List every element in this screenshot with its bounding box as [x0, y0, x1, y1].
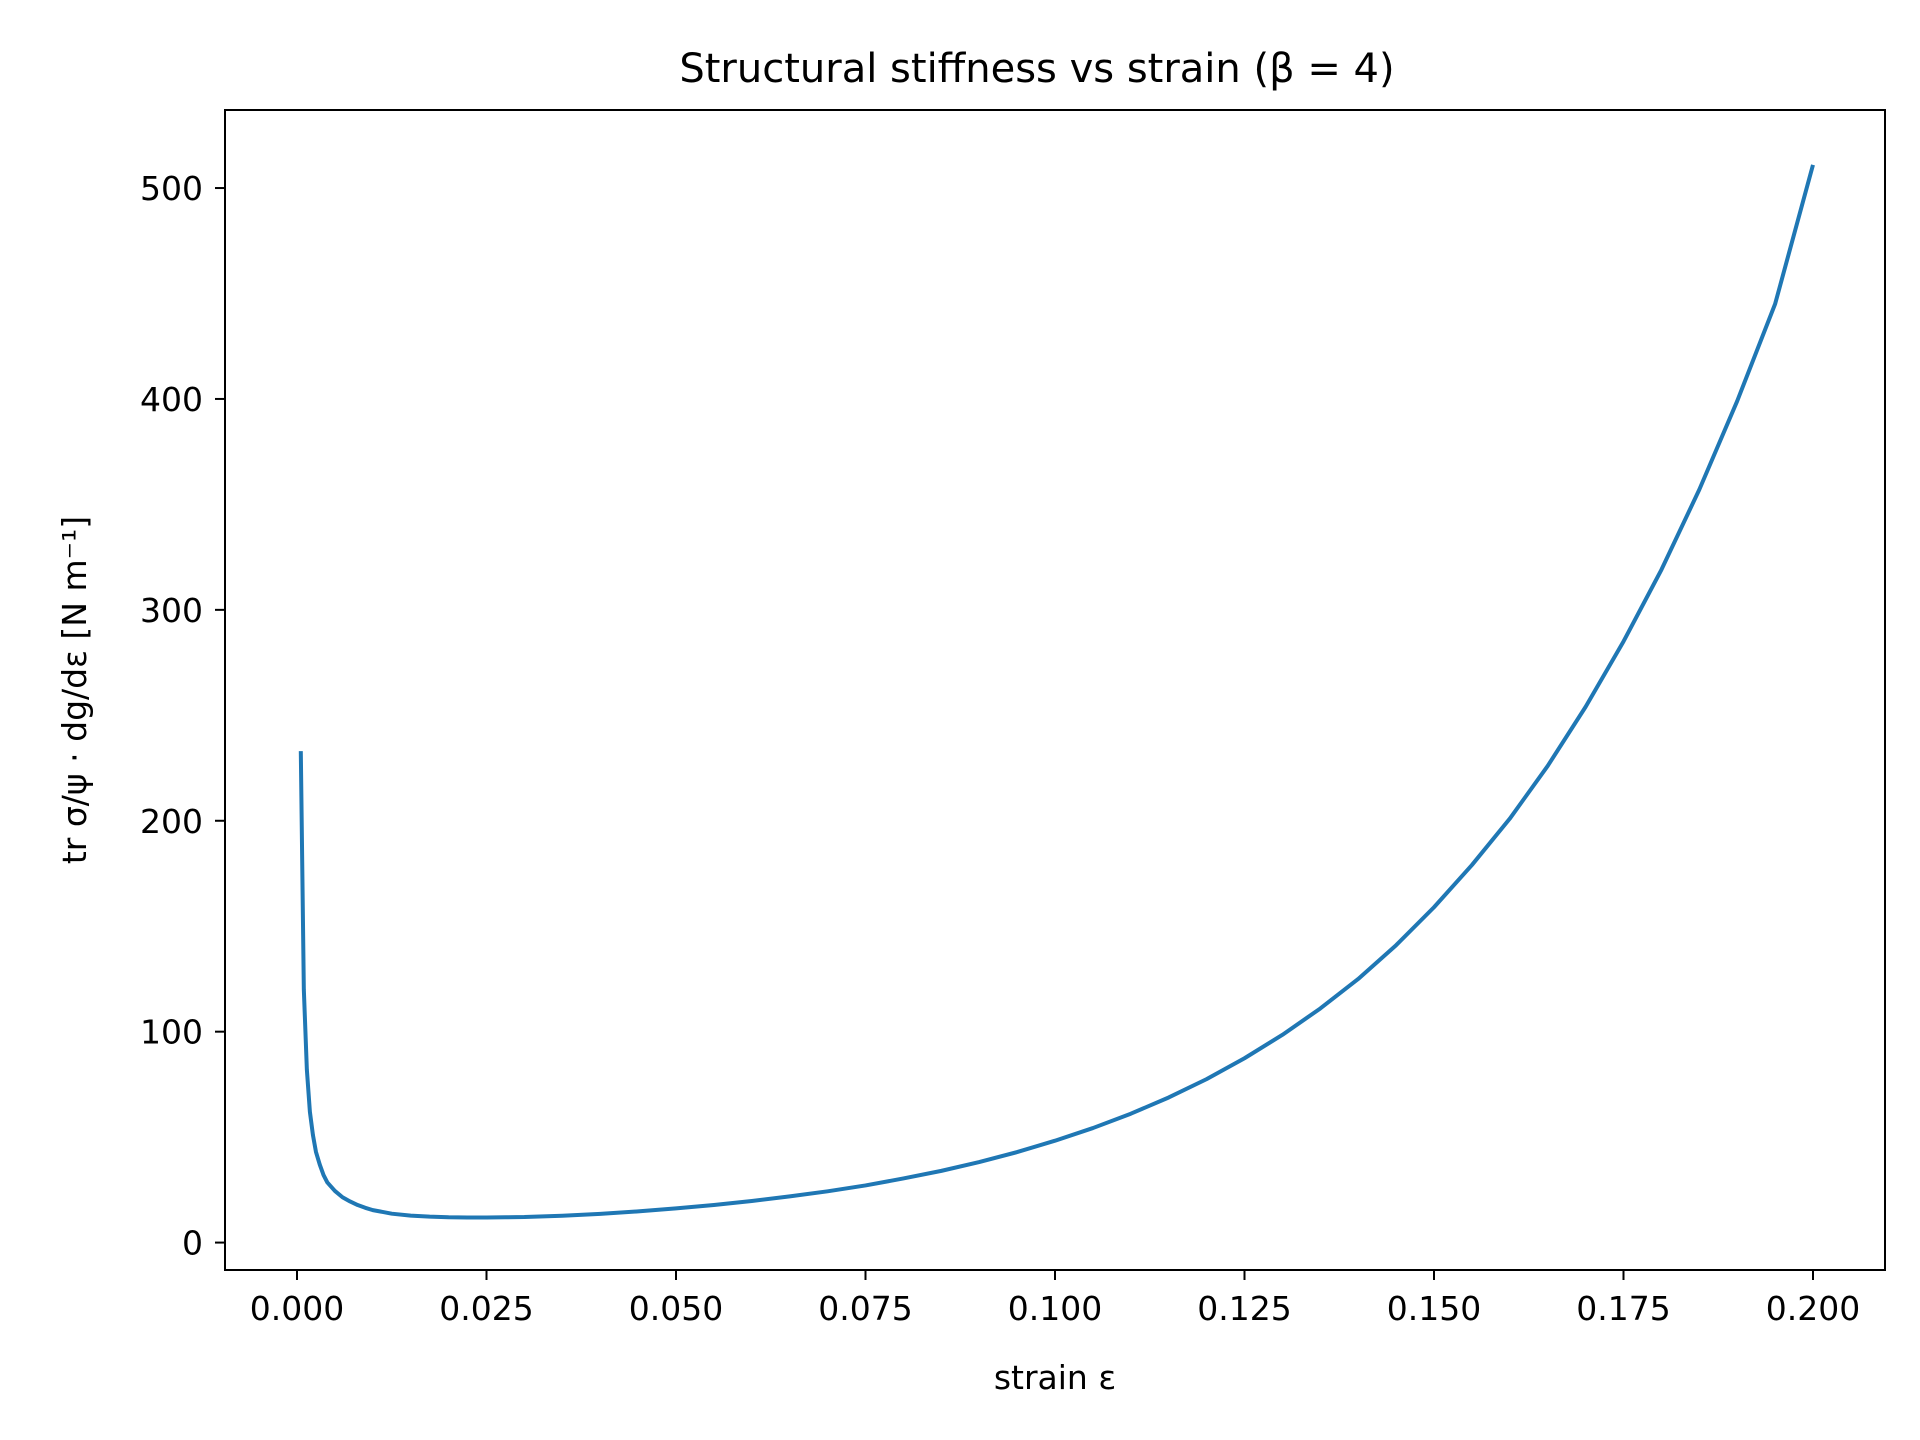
x-tick-label: 0.075 — [818, 1289, 912, 1328]
y-tick-label: 400 — [140, 380, 203, 419]
x-axis-ticks: 0.000 0.025 0.050 0.075 0.100 0.125 0.150 0.175… — [250, 1270, 1860, 1328]
plot-area-frame — [224, 109, 1886, 1271]
x-tick-label: 0.100 — [1008, 1289, 1102, 1328]
y-axis-ticks: 0 100 200 300 400 500 — [140, 169, 225, 1263]
series-layer — [298, 164, 1815, 1220]
y-tick-label: 100 — [140, 1013, 203, 1052]
y-tick-label: 300 — [140, 591, 203, 630]
y-tick-label: 0 — [182, 1224, 203, 1263]
y-axis-label: tr σ/ψ · dg/dε [N m⁻¹] — [55, 516, 94, 864]
x-tick-label: 0.150 — [1387, 1289, 1481, 1328]
y-tick-label: 200 — [140, 802, 203, 841]
series-line-0 — [298, 164, 1815, 1220]
x-tick-label: 0.000 — [250, 1289, 344, 1328]
x-tick-label: 0.050 — [629, 1289, 723, 1328]
x-tick-label: 0.200 — [1766, 1289, 1860, 1328]
x-tick-label: 0.175 — [1576, 1289, 1670, 1328]
x-tick-label: 0.025 — [439, 1289, 533, 1328]
y-tick-label: 500 — [140, 169, 203, 208]
x-tick-label: 0.125 — [1197, 1289, 1291, 1328]
x-axis-label: strain ε — [994, 1358, 1116, 1397]
chart-title: Structural stiffness vs strain (β = 4) — [679, 46, 1394, 92]
